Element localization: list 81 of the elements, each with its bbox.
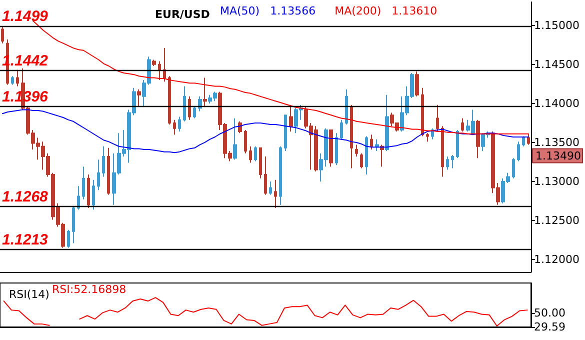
line-series: [3, 300, 50, 326]
y-tick-label: 29.59: [534, 320, 566, 334]
text: 1.13490: [536, 150, 581, 163]
candlestick: [102, 146, 105, 178]
candlestick: [1, 26, 4, 44]
candlestick: [198, 96, 202, 112]
candlestick: [370, 134, 373, 150]
text: EUR/USD: [155, 8, 210, 21]
y-tick-label: 1.12500: [534, 214, 580, 227]
candlestick: [441, 126, 444, 178]
candlestick: [264, 156, 267, 196]
candlestick: [193, 106, 196, 119]
candlestick: [335, 132, 338, 166]
candlestick: [289, 104, 293, 132]
y-tick-label: 1.12000: [534, 253, 580, 266]
annotation: RSI:52.16898: [52, 283, 126, 296]
candlestick: [178, 116, 181, 132]
y-tick-label: 1.13000: [534, 174, 580, 188]
candlestick: [67, 229, 70, 248]
candlestick: [72, 206, 75, 244]
candlestick: [345, 88, 348, 126]
candlestick: [203, 77, 207, 108]
candlestick: [92, 179, 95, 210]
candlestick: [16, 69, 19, 87]
candlestick: [279, 146, 282, 206]
candlestick: [97, 159, 100, 191]
candlestick: [77, 186, 80, 210]
candlestick: [426, 132, 429, 142]
text: MA(50) 1.13566: [220, 4, 316, 18]
candlestick: [233, 118, 237, 160]
ref-line-label: 1.1268: [2, 188, 49, 206]
candlestick: [188, 96, 191, 120]
candlestick: [421, 87, 424, 137]
candlestick: [158, 60, 161, 81]
candlestick: [385, 94, 389, 152]
candlestick: [163, 48, 166, 82]
y-tick-label: 1.15000: [534, 18, 580, 32]
candlestick: [415, 70, 419, 97]
candlestick: [446, 156, 449, 170]
line-series: [79, 297, 528, 327]
candlestick: [254, 146, 257, 162]
candlestick: [476, 119, 480, 159]
candlestick: [269, 180, 272, 196]
candlestick: [340, 119, 343, 140]
candlestick: [375, 138, 379, 152]
candlestick: [329, 129, 333, 168]
candlestick: [456, 129, 459, 159]
candlestick: [249, 146, 252, 164]
candlestick: [355, 144, 358, 158]
y-tick-label: 1.13500: [534, 136, 580, 149]
candlestick: [183, 86, 186, 122]
candlestick: [244, 129, 247, 154]
y-tick-label: 1.14500: [534, 58, 580, 71]
candlestick: [527, 133, 530, 146]
candlestick: [517, 141, 520, 162]
ref-line-label: 1.1499: [2, 8, 49, 26]
candlestick: [87, 174, 90, 209]
candlestick: [365, 136, 368, 175]
candlestick: [360, 152, 363, 169]
candlestick: [82, 166, 85, 200]
candlestick: [350, 104, 353, 169]
candlestick: [168, 76, 171, 126]
candlestick: [522, 136, 525, 147]
y-tick-label: 50.00: [534, 306, 566, 320]
candlestick: [274, 179, 277, 209]
y-tick-label: 1.14000: [534, 96, 580, 110]
candlestick: [152, 59, 156, 66]
candlestick: [173, 119, 176, 136]
chart-title: RSI(14): [9, 288, 50, 301]
candlestick: [461, 118, 464, 132]
candlestick: [284, 114, 287, 152]
text: MA(200) 1.13610: [334, 4, 438, 18]
candlestick: [259, 147, 262, 179]
candlestick: [451, 154, 454, 169]
candlestick: [11, 76, 14, 86]
candlestick: [512, 158, 515, 179]
line-series: [2, 109, 529, 154]
candlestick: [436, 104, 439, 132]
candlestick: [107, 147, 110, 196]
ref-line-label: 1.1213: [2, 231, 49, 248]
candlestick: [137, 88, 141, 108]
